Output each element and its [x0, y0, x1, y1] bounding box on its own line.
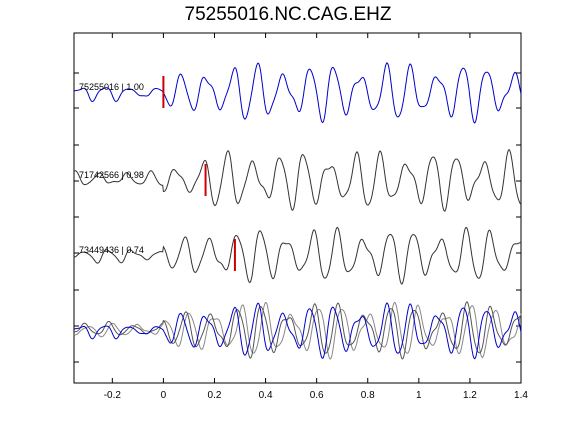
waveform-trace-73449436 — [73, 226, 522, 285]
x-tick-label: 1 — [416, 390, 422, 401]
x-tick-label: 1.2 — [463, 390, 477, 401]
stacked-trace-73449436 — [73, 301, 522, 360]
chart-title: 75255016.NC.CAG.EHZ — [184, 4, 392, 25]
x-axis-tick-labels: -0.2 0 0.2 0.4 0.6 0.8 1 1.2 1.4 — [104, 390, 529, 401]
x-tick-label: 0.4 — [259, 390, 273, 401]
trace-labels: 75255016 | 1.00 71742566 | 0.98 73449436 |… — [79, 82, 144, 255]
trace-label-73449436: 73449436 | 0.74 — [79, 245, 144, 255]
axis-ticks — [74, 33, 522, 383]
x-tick-label: 0 — [161, 390, 167, 401]
x-tick-label: -0.2 — [104, 390, 122, 401]
plot-frame — [73, 32, 522, 384]
waveform-trace-75255016 — [73, 62, 522, 124]
pick-markers — [162, 76, 236, 271]
waveform-trace-71742566 — [73, 148, 522, 212]
trace-label-75255016: 75255016 | 1.00 — [79, 82, 144, 92]
traces — [73, 62, 522, 285]
trace-label-71742566: 71742566 | 0.98 — [79, 170, 144, 180]
x-tick-label: 0.8 — [361, 390, 375, 401]
x-tick-label: 1.4 — [514, 390, 528, 401]
stacked-trace-75255016 — [73, 302, 522, 360]
x-tick-label: 0.6 — [310, 390, 324, 401]
x-tick-label: 0.2 — [208, 390, 222, 401]
stacked-overlay — [73, 301, 522, 360]
